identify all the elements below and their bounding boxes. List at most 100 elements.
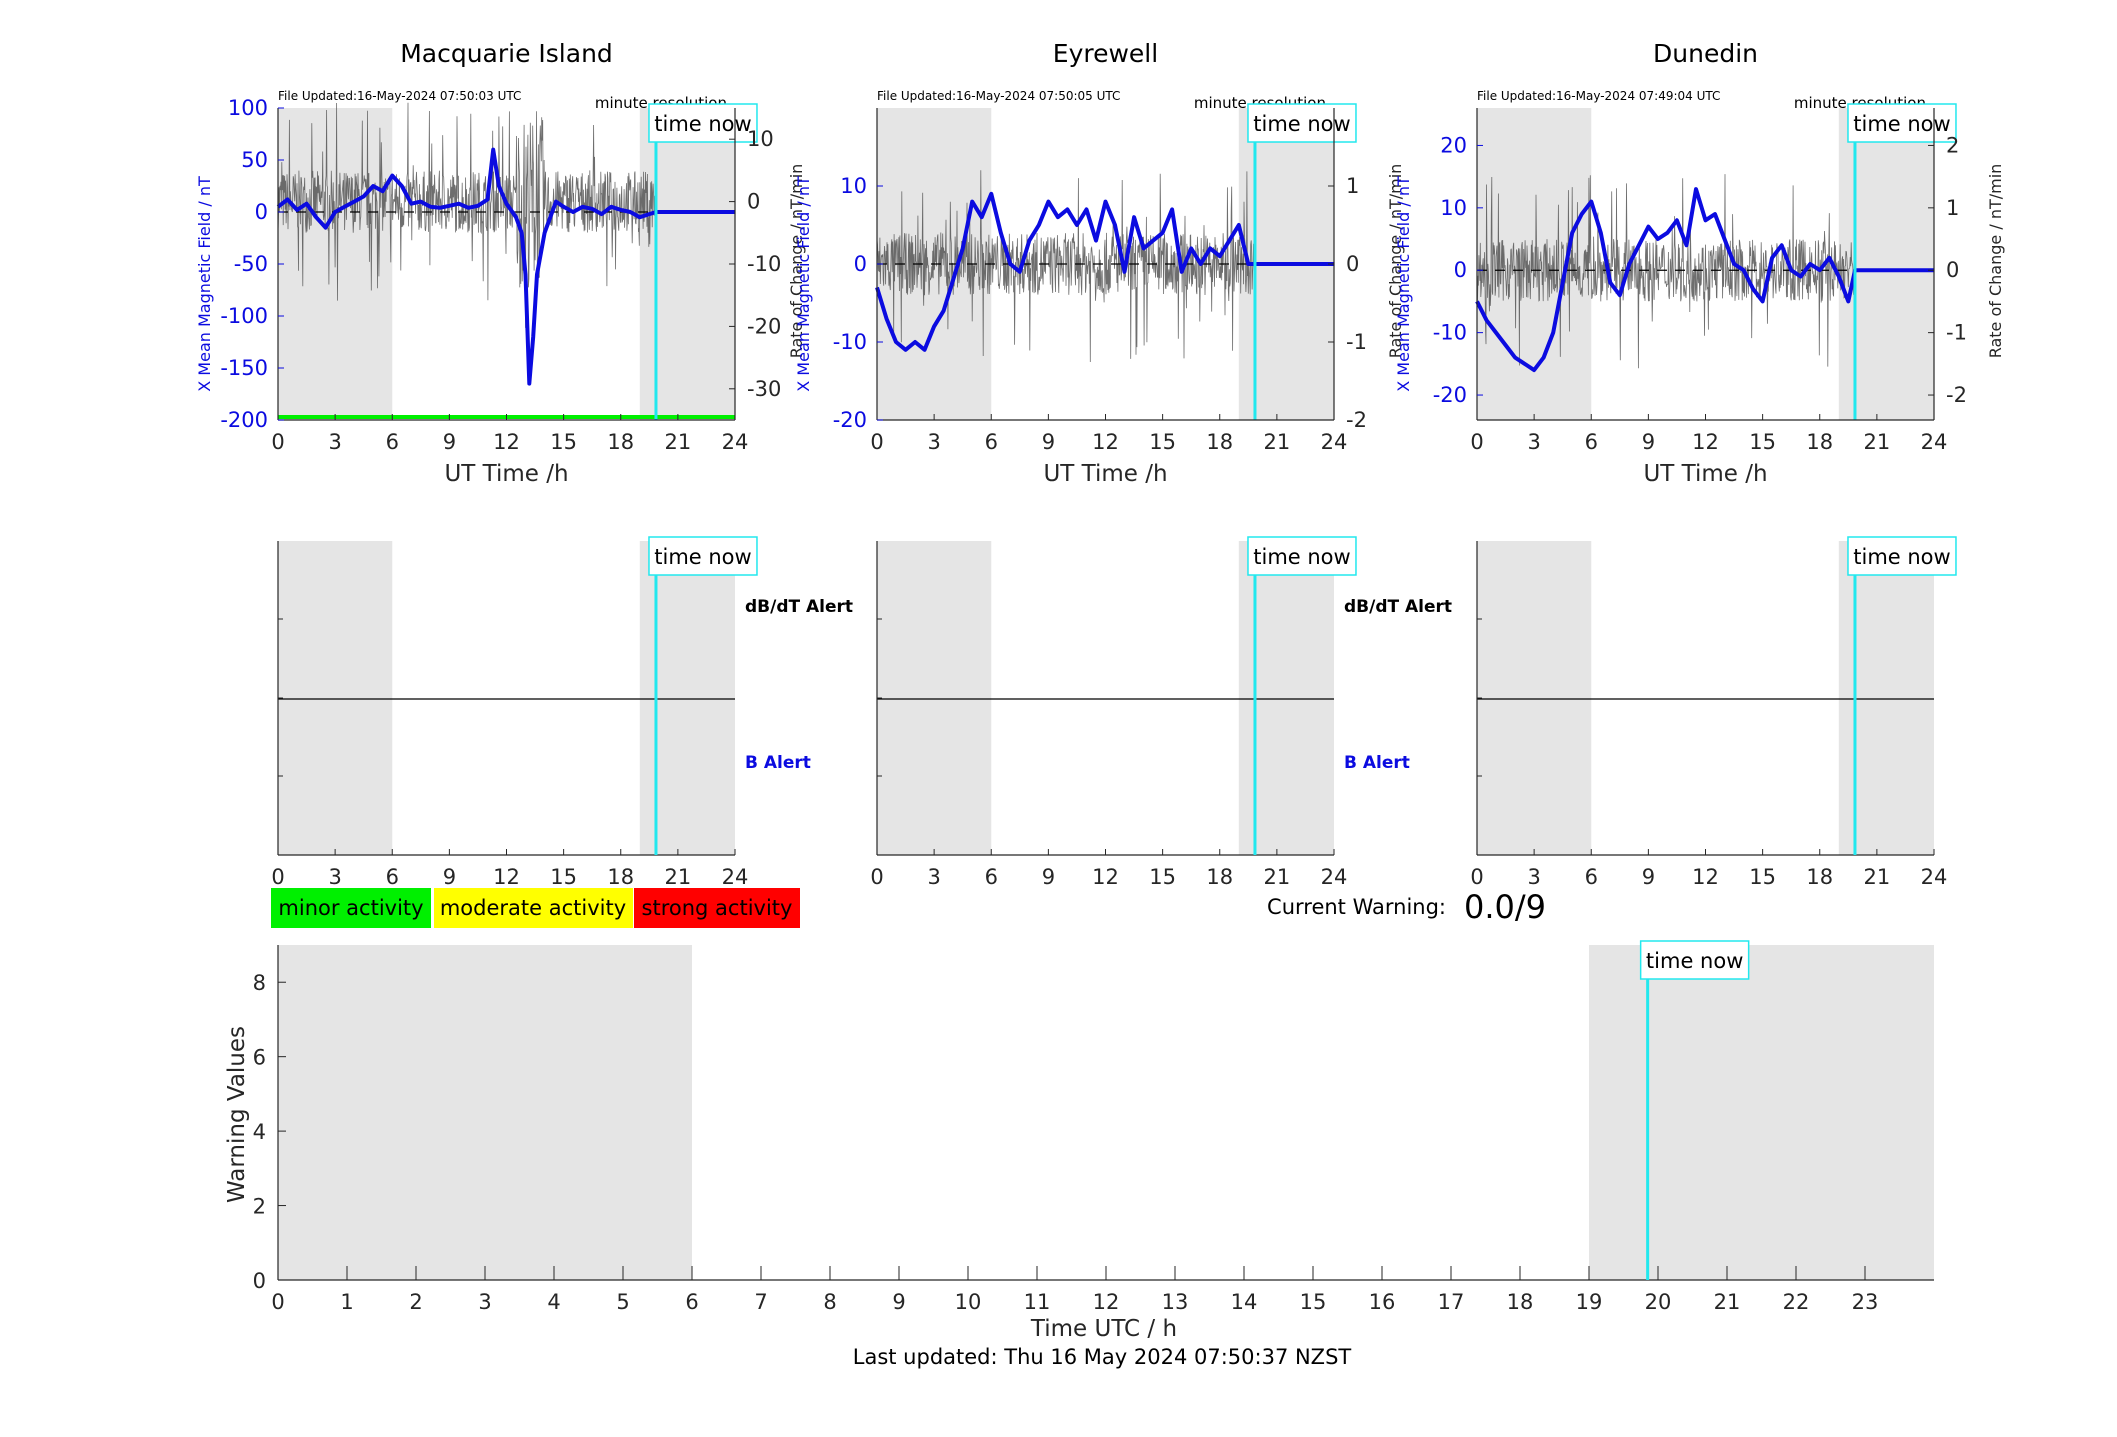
right-tick-label: -2	[1946, 383, 1967, 407]
x-tick-label: 12	[1092, 865, 1119, 889]
x-tick-label: 22	[1783, 1290, 1810, 1314]
x-tick-label: 12	[1093, 1290, 1120, 1314]
y-tick-label: 8	[253, 971, 266, 995]
x-tick-label: 21	[1864, 865, 1891, 889]
x-tick-label: 20	[1645, 1290, 1672, 1314]
y-tick-label: 6	[253, 1046, 266, 1070]
x-tick-label: 15	[1300, 1290, 1327, 1314]
right-axis-title: Rate of Change / nT/min	[1986, 164, 2005, 359]
x-tick-label: 18	[607, 865, 634, 889]
current-warning-label: Current Warning:	[1267, 895, 1446, 919]
x-tick-label: 15	[1149, 430, 1176, 454]
right-axis-title: Rate of Change / nT/min	[787, 164, 806, 359]
x-tick-label: 12	[1092, 430, 1119, 454]
night-shade	[1589, 945, 1934, 1280]
x-tick-label: 24	[1321, 865, 1348, 889]
time-now-label: time now	[654, 112, 751, 136]
b-alert-label: B Alert	[745, 753, 811, 773]
left-axis-title: X Mean Magnetic Field / nT	[1394, 176, 1413, 392]
x-tick-label: 3	[1527, 430, 1540, 454]
left-tick-label: -100	[220, 304, 268, 328]
moderate-activity-swatch	[434, 888, 633, 928]
y-tick-label: 0	[253, 1269, 266, 1293]
time-now-box	[1247, 103, 1357, 143]
right-tick-label: -20	[747, 314, 781, 338]
x-tick-label: 21	[1264, 430, 1291, 454]
minor-activity-swatch	[271, 888, 431, 928]
night-shade	[1238, 541, 1334, 855]
right-axis-title: Rate of Change / nT/min	[1386, 164, 1405, 359]
x-tick-label: 18	[1206, 865, 1233, 889]
time-now-label: time now	[654, 545, 751, 569]
left-tick-label: 50	[241, 148, 268, 172]
right-tick-label: -2	[1346, 408, 1367, 432]
x-tick-label: 21	[1714, 1290, 1741, 1314]
y-axis-title: Warning Values	[224, 1026, 250, 1203]
x-tick-label: 4	[547, 1290, 560, 1314]
x-tick-label: 24	[1921, 430, 1948, 454]
x-tick-label: 6	[1585, 865, 1598, 889]
x-tick-label: 21	[665, 865, 692, 889]
night-shade	[278, 541, 393, 855]
x-tick-label: 3	[328, 865, 341, 889]
x-tick-label: 8	[823, 1290, 836, 1314]
right-tick-label: 0	[747, 190, 760, 214]
time-now-label: time now	[1253, 545, 1350, 569]
x-tick-label: 2	[409, 1290, 422, 1314]
alert-panel-0: 0 3 6 9 12 15 18 21 24 time now dB/dT Alert B Alert	[271, 536, 853, 889]
dbdt-alert-label: dB/dT Alert	[1344, 597, 1452, 617]
x-tick-label: 18	[607, 430, 634, 454]
x-axis-title: UT Time /h	[1043, 461, 1167, 487]
night-shade	[1838, 541, 1934, 855]
station-title: Macquarie Island	[400, 39, 613, 68]
station-panel-1: Eyrewell File Updated:16-May-2024 07:50:0…	[794, 39, 1405, 487]
b-alert-label: B Alert	[1344, 753, 1410, 773]
x-tick-label: 24	[1321, 430, 1348, 454]
file-updated-text: File Updated:16-May-2024 07:49:04 UTC	[1477, 89, 1720, 103]
x-tick-label: 21	[665, 430, 692, 454]
x-tick-label: 0	[1470, 865, 1483, 889]
x-tick-label: 0	[870, 865, 883, 889]
x-tick-label: 9	[1042, 430, 1055, 454]
right-tick-label: -1	[1946, 321, 1967, 345]
night-shade	[639, 108, 735, 420]
left-axis-title: X Mean Magnetic Field / nT	[794, 176, 813, 392]
x-tick-label: 15	[1749, 865, 1776, 889]
x-axis-title: UT Time /h	[1643, 461, 1767, 487]
x-tick-label: 6	[985, 865, 998, 889]
x-axis-title: Time UTC / h	[1030, 1316, 1177, 1342]
file-updated-text: File Updated:16-May-2024 07:50:03 UTC	[278, 89, 521, 103]
x-tick-label: 3	[328, 430, 341, 454]
x-tick-label: 21	[1264, 865, 1291, 889]
x-tick-label: 6	[1585, 430, 1598, 454]
x-tick-label: 18	[1507, 1290, 1534, 1314]
x-tick-label: 18	[1806, 865, 1833, 889]
x-tick-label: 5	[616, 1290, 629, 1314]
time-now-box	[648, 536, 758, 576]
x-tick-label: 12	[1692, 865, 1719, 889]
x-tick-label: 6	[386, 430, 399, 454]
x-tick-label: 9	[1042, 865, 1055, 889]
minor-activity-label: minor activity	[278, 896, 423, 920]
right-tick-label: -1	[1346, 330, 1367, 354]
left-tick-label: 10	[840, 174, 867, 198]
station-title: Dunedin	[1653, 39, 1758, 68]
x-tick-label: 1	[340, 1290, 353, 1314]
right-tick-label: 1	[1946, 196, 1959, 220]
x-tick-label: 15	[550, 865, 577, 889]
time-now-box	[1247, 536, 1357, 576]
station-panels: Macquarie Island File Updated:16-May-2024…	[195, 39, 2005, 487]
x-tick-label: 24	[722, 430, 749, 454]
night-shade	[1477, 108, 1592, 420]
time-now-box	[1847, 536, 1957, 576]
right-tick-label: 10	[747, 127, 774, 151]
time-now-box	[648, 103, 758, 143]
x-tick-label: 0	[870, 430, 883, 454]
x-tick-label: 16	[1369, 1290, 1396, 1314]
x-tick-label: 21	[1864, 430, 1891, 454]
x-tick-label: 24	[1921, 865, 1948, 889]
left-tick-label: 10	[1440, 196, 1467, 220]
rate-of-change-line	[876, 170, 1256, 363]
x-tick-label: 7	[754, 1290, 767, 1314]
left-tick-label: 0	[1454, 258, 1467, 282]
